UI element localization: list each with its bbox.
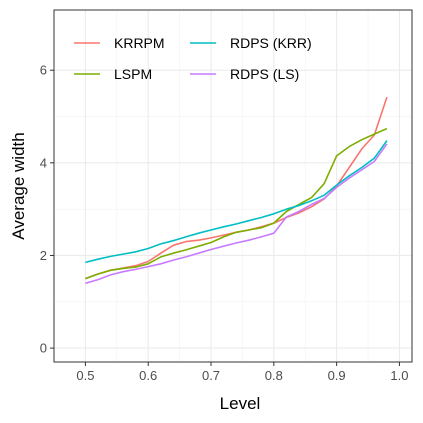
plot-frame — [53, 9, 413, 363]
y-tick-label: 0 — [40, 341, 47, 356]
y-axis-title: Average width — [9, 132, 28, 239]
series-line-rdps-ls — [85, 143, 388, 285]
legend: KRRPM LSPM RDPS (KRR) RDPS (LS) — [74, 35, 312, 82]
x-tick-label: 1.0 — [390, 368, 408, 383]
series-lines — [85, 96, 388, 285]
x-tick-label: 0.6 — [139, 368, 157, 383]
x-axis: 0.5 0.6 0.7 0.8 0.9 1.0 — [76, 362, 408, 383]
y-tick-label: 4 — [40, 155, 47, 170]
x-tick-label: 0.7 — [202, 368, 220, 383]
legend-label-rdps-krr: RDPS (KRR) — [230, 35, 312, 51]
series-line-lspm — [85, 127, 388, 280]
x-tick-label: 0.8 — [265, 368, 283, 383]
legend-label-lspm: LSPM — [114, 66, 152, 82]
plot-panel — [53, 9, 413, 363]
x-axis-title: Level — [220, 394, 261, 413]
legend-label-krrpm: KRRPM — [114, 35, 165, 51]
series-line-rdps-krr — [85, 140, 388, 264]
y-tick-label: 6 — [40, 63, 47, 78]
legend-label-rdps-ls: RDPS (LS) — [230, 66, 299, 82]
x-tick-label: 0.5 — [76, 368, 94, 383]
x-tick-label: 0.9 — [328, 368, 346, 383]
y-axis: 0 2 4 6 — [40, 63, 54, 356]
y-tick-label: 2 — [40, 248, 47, 263]
